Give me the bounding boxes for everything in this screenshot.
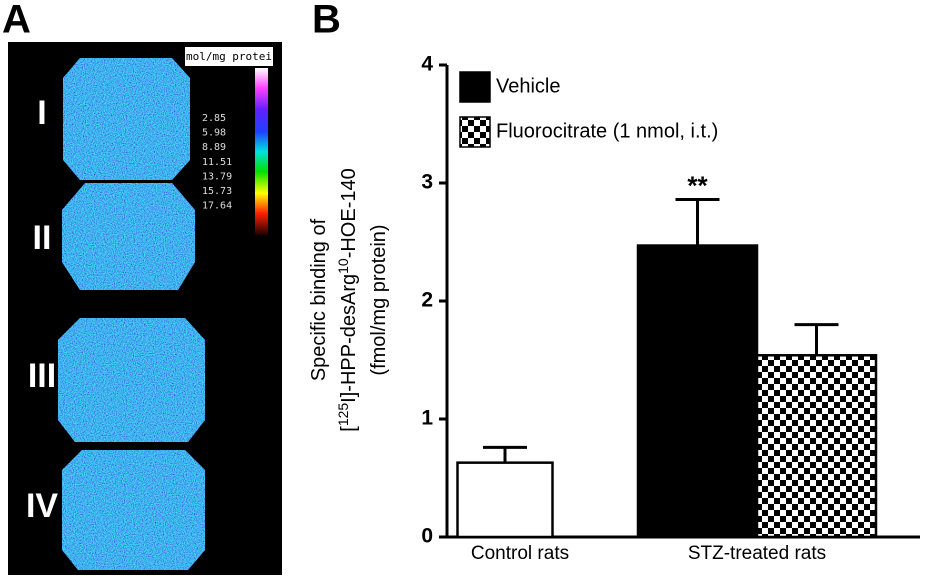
section-texture <box>62 450 205 570</box>
colorbar-tick-label: 2.85 <box>202 113 226 124</box>
colorbar-tick-label: 17.64 <box>202 201 232 212</box>
bar <box>456 461 554 539</box>
section-label: III <box>28 357 56 395</box>
colorbar-title: fmol/mg protein <box>179 50 278 63</box>
panel-label: B <box>312 0 341 42</box>
colorbar-tick-label: 13.79 <box>202 171 232 182</box>
section-texture <box>62 183 195 290</box>
x-tick-label: STZ-treated rats <box>688 543 826 564</box>
y-label-line: [125I]-HPP-desArg10-HOE-140 <box>335 168 360 431</box>
section-label: IV <box>26 487 58 525</box>
legend-label: Fluorocitrate (1 nmol, i.t.) <box>496 120 718 142</box>
y-tick-label: 2 <box>421 289 433 312</box>
bar <box>755 354 878 539</box>
y-label-line: Specific binding of <box>308 218 330 381</box>
y-label-part: -HOE-140 <box>338 168 360 258</box>
section-label: II <box>33 219 52 257</box>
significance: ** <box>687 170 708 200</box>
colorbar-tick-label: 8.89 <box>202 142 226 153</box>
colorbar-tick-label: 11.51 <box>202 157 232 168</box>
bar <box>636 244 759 539</box>
y-tick-label: 1 <box>421 407 433 430</box>
section-texture <box>58 318 205 442</box>
autoradiograph-panel: fmol/mg protein <box>8 42 282 575</box>
y-tick-label: 4 <box>421 53 433 76</box>
y-label-line: (fmol/mg protein) <box>368 224 390 375</box>
legend-label: Vehicle <box>496 75 561 97</box>
superscript: 125 <box>335 403 351 427</box>
legend-swatch <box>459 71 491 103</box>
colorbar-title-box <box>185 47 273 66</box>
y-label-part: [ <box>338 426 360 432</box>
y-tick-label: 3 <box>421 171 433 194</box>
panel-label: A <box>2 0 31 42</box>
y-axis-label: Specific binding of[125I]-HPP-desArg10-H… <box>308 168 390 431</box>
colorbar <box>255 68 268 235</box>
section-texture <box>63 58 190 180</box>
y-label-part: I]-HPP-desArg <box>338 274 360 403</box>
brain-sections <box>58 58 205 570</box>
legend-swatch <box>459 116 491 148</box>
x-tick-label: Control rats <box>471 543 569 564</box>
superscript: 10 <box>335 258 351 274</box>
y-tick-label: 0 <box>421 525 433 548</box>
colorbar-tick-label: 5.98 <box>202 128 226 139</box>
section-label: I <box>37 94 46 132</box>
colorbar-tick-label: 15.73 <box>202 186 232 197</box>
